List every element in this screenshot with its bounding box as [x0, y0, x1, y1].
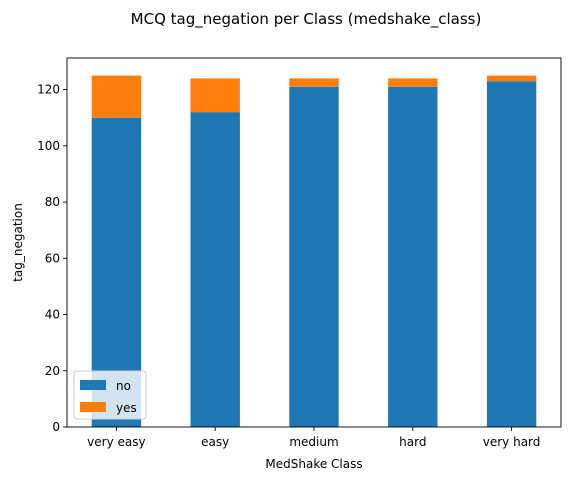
legend-label-yes: yes: [116, 401, 137, 415]
y-tick-label: 20: [45, 364, 60, 378]
bar-no-very-hard: [486, 81, 537, 428]
legend: no yes: [73, 370, 147, 420]
y-tick-label: 80: [45, 195, 60, 209]
x-tick-label: very hard: [483, 435, 541, 449]
y-tick-label: 40: [45, 308, 60, 322]
y-axis: 0 20 40 60 80 100 120: [37, 83, 67, 434]
bar-yes-very-easy: [91, 75, 142, 118]
bar-no-hard: [388, 86, 438, 428]
y-tick-label: 60: [45, 251, 60, 265]
bar-no-medium: [289, 86, 339, 428]
legend-swatch-yes: [80, 402, 106, 412]
x-axis-label: MedShake Class: [265, 457, 362, 471]
bar-yes-medium: [289, 78, 339, 87]
legend-swatch-no: [80, 380, 106, 390]
bar-yes-easy: [190, 78, 240, 113]
legend-label-no: no: [116, 379, 131, 393]
chart-title: MCQ tag_negation per Class (medshake_cla…: [131, 10, 482, 29]
x-tick-label: very easy: [87, 435, 145, 449]
bar-yes-very-hard: [486, 75, 537, 82]
y-tick-label: 0: [52, 420, 60, 434]
plot-frame: [66, 57, 562, 428]
y-axis-label: tag_negation: [11, 203, 25, 282]
y-tick-label: 100: [37, 139, 60, 153]
bars-group: [91, 75, 537, 428]
bar-yes-hard: [388, 78, 438, 87]
x-tick-label: medium: [289, 435, 338, 449]
y-tick-label: 120: [37, 83, 60, 97]
x-tick-label: easy: [201, 435, 229, 449]
bar-no-easy: [190, 112, 240, 428]
x-axis: very easy easy medium hard very hard: [87, 427, 540, 449]
x-tick-label: hard: [399, 435, 426, 449]
